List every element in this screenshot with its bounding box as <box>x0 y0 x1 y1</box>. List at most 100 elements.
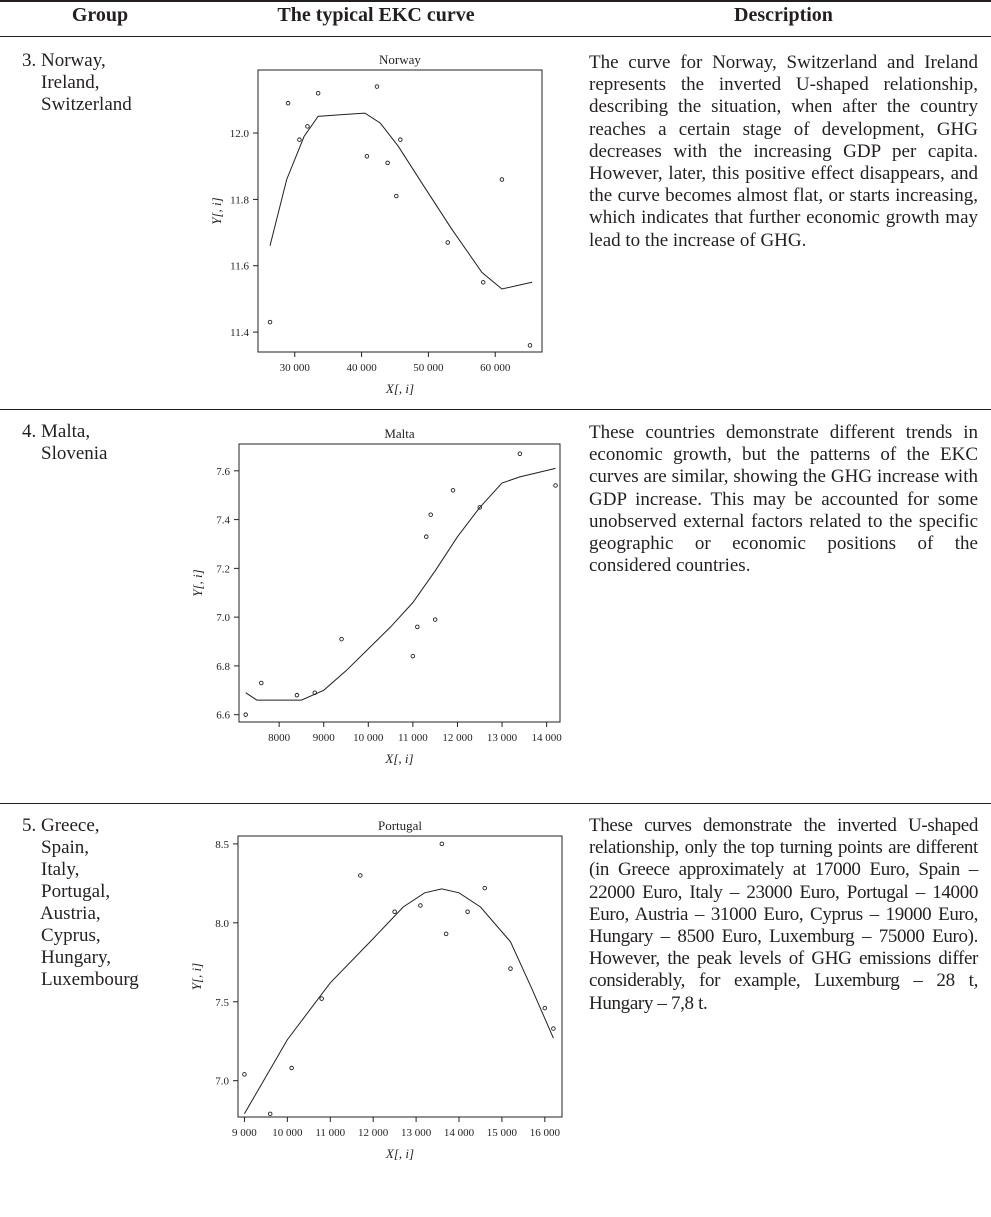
data-point <box>439 841 445 847</box>
header-group: Group <box>71 4 129 26</box>
x-tick-label: 8000 <box>268 732 291 744</box>
data-point <box>465 909 470 915</box>
y-tick-label: 7.4 <box>216 515 230 527</box>
row-divider-1 <box>0 409 991 410</box>
y-tick-label: 7.0 <box>215 1076 229 1088</box>
chart-title: Norway <box>379 52 421 67</box>
y-tick-label: 7.0 <box>216 612 230 624</box>
data-point <box>267 1111 273 1117</box>
data-point <box>398 137 403 142</box>
x-tick-label: 50 000 <box>413 362 444 374</box>
y-tick-label: 6.6 <box>216 710 230 722</box>
data-point <box>477 505 483 510</box>
data-point <box>551 1026 556 1031</box>
data-point <box>319 996 324 1001</box>
x-tick-label: 10 000 <box>353 732 384 744</box>
x-tick-label: 9 000 <box>232 1127 257 1139</box>
data-point <box>482 885 488 891</box>
x-tick-label: 30 000 <box>280 362 311 374</box>
x-tick-label: 13 000 <box>487 732 518 744</box>
plot-frame <box>238 443 561 723</box>
description-row-5: These curves demonstrate the inverted U-… <box>589 815 978 1014</box>
x-tick-label: 9000 <box>313 732 336 744</box>
x-tick-label: 60 000 <box>480 362 511 374</box>
x-tick-label: 12 000 <box>442 732 473 744</box>
group-cell-row-3: 3. Norway, Ireland, Switzerland <box>22 50 132 115</box>
data-point <box>312 690 318 695</box>
header-description: Description <box>734 4 833 26</box>
data-point <box>423 534 429 539</box>
data-point <box>242 1072 247 1077</box>
header-curve: The typical EKC curve <box>277 4 475 26</box>
header-rule <box>0 36 991 37</box>
plot-frame <box>237 835 563 1118</box>
y-tick-label: 7.6 <box>216 466 230 478</box>
description-row-3: The curve for Norway, Switzerland and Ir… <box>589 52 978 251</box>
data-point <box>243 712 248 717</box>
data-point <box>517 451 523 457</box>
x-axis-label: X[, i] <box>384 751 413 766</box>
y-tick-label: 12.0 <box>230 128 250 140</box>
data-point <box>392 909 397 915</box>
data-point <box>364 154 370 159</box>
y-axis-label: Y[, i] <box>209 197 224 224</box>
data-point <box>508 966 513 971</box>
group-cell-row-4: 4. Malta, Slovenia <box>22 421 108 464</box>
row-divider-2 <box>0 803 991 804</box>
y-tick-label: 7.5 <box>215 997 229 1009</box>
data-point <box>289 1065 294 1071</box>
x-axis-label: X[, i] <box>385 381 414 396</box>
data-point <box>542 1005 548 1011</box>
data-point <box>445 240 451 245</box>
data-point <box>358 873 363 878</box>
data-point <box>443 931 449 937</box>
data-point <box>385 160 390 166</box>
y-tick-label: 7.2 <box>216 563 230 575</box>
data-point <box>415 624 420 630</box>
y-axis-label: Y[, i] <box>189 963 204 990</box>
x-tick-label: 14 000 <box>532 732 563 744</box>
data-point <box>267 319 273 325</box>
x-axis-label: X[, i] <box>385 1146 414 1161</box>
data-point <box>553 483 558 488</box>
y-tick-label: 11.6 <box>230 261 249 273</box>
chart-norway: Norway 30 000 40 000 50 000 60 000 11.4 11.6 11… <box>209 52 543 396</box>
y-tick-label: 6.8 <box>216 661 230 673</box>
group-cell-row-5: 5. Greece, Spain, Italy, Portugal, Austr… <box>22 815 139 990</box>
x-tick-label: 13 000 <box>401 1127 432 1139</box>
data-point <box>410 653 416 659</box>
data-point <box>315 90 321 96</box>
data-point <box>527 343 533 348</box>
y-tick-label: 8.0 <box>215 918 229 930</box>
y-axis-label: Y[, i] <box>190 569 205 596</box>
x-tick-label: 14 000 <box>444 1127 475 1139</box>
data-point <box>294 692 300 698</box>
data-point <box>418 903 423 908</box>
data-point <box>374 84 380 89</box>
x-tick-label: 11 000 <box>398 732 428 744</box>
chart-portugal: Portugal 9 000 10 000 11 000 12 000 13 000 14 … <box>189 818 563 1161</box>
x-tick-label: 15 000 <box>487 1127 518 1139</box>
x-tick-label: 16 000 <box>530 1127 561 1139</box>
x-tick-label: 11 000 <box>315 1127 345 1139</box>
chart-malta: Malta 8000 9000 10 000 11 000 12 000 13 000 14 … <box>190 426 563 766</box>
plot-frame <box>257 69 543 353</box>
data-point <box>480 280 486 285</box>
data-point <box>259 680 264 686</box>
data-point <box>394 193 399 199</box>
data-point <box>428 512 433 517</box>
data-point <box>499 177 505 182</box>
y-tick-label: 8.5 <box>215 839 229 851</box>
data-point <box>297 137 302 142</box>
data-point <box>285 100 291 106</box>
data-point <box>432 617 438 622</box>
x-tick-label: 40 000 <box>346 362 377 374</box>
fitted-curve <box>245 467 556 701</box>
chart-title: Malta <box>384 426 415 441</box>
table-top-rule <box>0 0 991 2</box>
data-point <box>305 124 310 129</box>
y-tick-label: 11.8 <box>230 194 249 206</box>
chart-title: Portugal <box>378 818 422 833</box>
x-tick-label: 10 000 <box>272 1127 303 1139</box>
data-point <box>339 636 344 642</box>
